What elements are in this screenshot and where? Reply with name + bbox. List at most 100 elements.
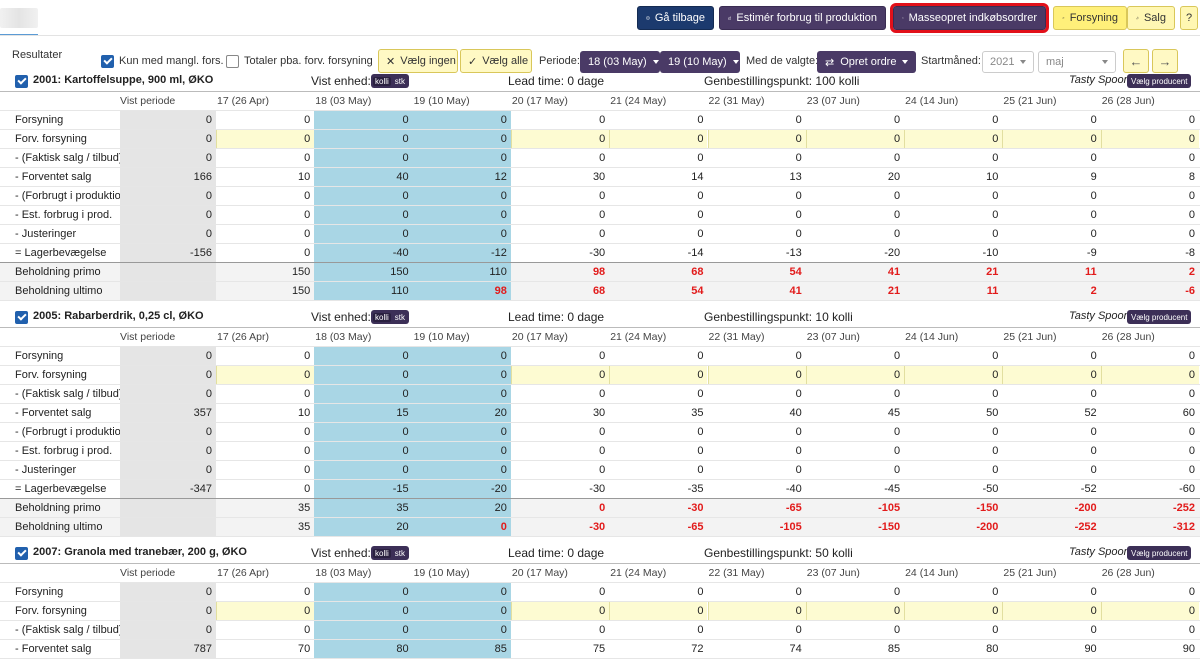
choose-producer-button[interactable]: Vælg producent (1127, 310, 1192, 324)
value-cell[interactable]: 0 (1100, 130, 1199, 148)
period-from-select[interactable]: 18 (03 May) (580, 51, 660, 73)
next-month-button[interactable]: → (1152, 49, 1178, 73)
value-cell: -65 (687, 521, 704, 533)
estimate-consumption-button[interactable]: Estimér forbrug til produktion (719, 6, 886, 30)
value-cell[interactable]: 0 (609, 602, 708, 620)
week-header: 18 (03 May) (315, 95, 372, 107)
value-cell[interactable]: 0 (1002, 130, 1101, 148)
unit-stk[interactable]: stk (394, 76, 406, 86)
unit-kolli[interactable]: kolli (373, 548, 391, 558)
value-cell[interactable]: 0 (805, 366, 905, 384)
hand-coin-icon (1136, 16, 1139, 20)
x-icon: ✕ (386, 55, 396, 68)
only-missing-filter[interactable]: Kun med mangl. fors. (101, 48, 224, 74)
value-cell[interactable]: 0 (412, 130, 511, 148)
back-button[interactable]: Gå tilbage (637, 6, 714, 30)
value-cell: 0 (412, 225, 511, 243)
value-cell: 0 (795, 228, 802, 240)
value-cell[interactable]: 0 (1100, 366, 1199, 384)
value-cell: -150 (976, 502, 999, 514)
value-cell[interactable]: 0 (1002, 366, 1101, 384)
mass-create-purchase-orders-button[interactable]: Masseopret indkøbsordrer (890, 3, 1049, 33)
value-cell[interactable]: 0 (904, 130, 1003, 148)
value-cell: 13 (789, 171, 802, 183)
mass-create-label: Masseopret indkøbsordrer (908, 12, 1037, 24)
unit-stk[interactable]: stk (394, 548, 406, 558)
value-cell[interactable]: 0 (1002, 602, 1101, 620)
value-cell: -105 (779, 521, 802, 533)
unit-stk[interactable]: stk (394, 312, 406, 322)
value-cell: 0 (412, 442, 511, 460)
value-cell[interactable]: 0 (904, 366, 1003, 384)
value-cell: 0 (304, 586, 311, 598)
product-select-checkbox[interactable] (15, 547, 28, 560)
value-cell: 0 (304, 209, 311, 221)
unit-toggle[interactable]: kolli stk (371, 74, 410, 88)
value-cell[interactable]: 0 (609, 130, 708, 148)
prev-month-button[interactable]: ← (1123, 49, 1149, 73)
value-cell: 70 (298, 643, 311, 655)
search-field-blurred[interactable] (0, 8, 38, 35)
start-year-select[interactable]: 2021 (982, 51, 1034, 73)
totals-filter[interactable]: Totaler pba. forv. forsyning (226, 48, 373, 74)
value-cell[interactable]: 0 (314, 130, 413, 148)
value-cell: 0 (697, 209, 704, 221)
value-cell: 0 (304, 426, 311, 438)
create-order-dropdown[interactable]: ⇄ Opret ordre (817, 51, 916, 73)
supply-toggle-button[interactable]: Forsyning (1053, 6, 1127, 30)
table-row: - Forventet salg 357 10 15 20 30 35 40 45 50 52 60 (0, 404, 1200, 423)
value-cell[interactable]: 0 (707, 130, 806, 148)
period-to-select[interactable]: 19 (10 May) (660, 51, 740, 73)
value-cell: 0 (599, 388, 606, 400)
value-cell: 0 (1090, 209, 1097, 221)
value-cell: 0 (795, 388, 802, 400)
value-cell[interactable]: 0 (1100, 602, 1199, 620)
value-cell[interactable]: 0 (510, 602, 610, 620)
value-cell: 0 (697, 445, 704, 457)
value-cell: 150 (314, 263, 413, 281)
value-cell[interactable]: 0 (216, 130, 315, 148)
start-month-select[interactable]: maj (1038, 51, 1116, 73)
value-cell[interactable]: 0 (412, 602, 511, 620)
value-cell[interactable]: 0 (314, 602, 413, 620)
value-cell[interactable]: 0 (314, 366, 413, 384)
only-missing-checkbox[interactable] (101, 54, 114, 68)
producer-name: Tasty Spoon (1069, 310, 1130, 322)
table-row: - Forventet salg 166 10 40 12 30 14 13 20 10 9 8 (0, 168, 1200, 187)
value-cell[interactable]: 0 (707, 366, 806, 384)
unit-toggle[interactable]: kolli stk (371, 546, 410, 560)
unit-toggle[interactable]: kolli stk (371, 310, 410, 324)
sales-toggle-button[interactable]: Salg (1127, 6, 1175, 30)
unit-kolli[interactable]: kolli (373, 312, 391, 322)
value-cell: 0 (1090, 114, 1097, 126)
week-header: 21 (24 May) (610, 567, 667, 579)
row-label: Forv. forsyning (15, 133, 87, 145)
value-cell[interactable]: 0 (904, 602, 1003, 620)
value-cell[interactable]: 0 (707, 602, 806, 620)
product-name: 2001: Kartoffelsuppe, 900 ml, ØKO (33, 74, 214, 86)
value-cell[interactable]: 0 (805, 602, 905, 620)
help-button[interactable]: ? (1180, 6, 1198, 30)
select-all-button[interactable]: ✓ Vælg alle (460, 49, 532, 73)
value-cell[interactable]: 0 (609, 366, 708, 384)
value-cell[interactable]: 0 (412, 366, 511, 384)
value-cell[interactable]: 0 (216, 366, 315, 384)
value-cell[interactable]: 0 (216, 602, 315, 620)
table-row: = Lagerbevægelse -347 0 -15 -20 -30 -35 -40 -45 -… (0, 480, 1200, 499)
value-cell: -312 (1172, 521, 1195, 533)
product-select-checkbox[interactable] (15, 75, 28, 88)
value-cell[interactable]: 0 (510, 130, 610, 148)
value-cell[interactable]: 0 (805, 130, 905, 148)
choose-producer-button[interactable]: Vælg producent (1127, 74, 1192, 88)
choose-producer-button[interactable]: Vælg producent (1127, 546, 1192, 560)
value-cell: 110 (314, 282, 413, 300)
value-cell: 0 (893, 586, 901, 598)
value-cell[interactable]: 0 (510, 366, 610, 384)
value-cell: 0 (697, 350, 704, 362)
table-row: - (Forbrugt i produktion) 0 0 0 0 0 0 0 0 0 0 0 (0, 187, 1200, 206)
value-cell: -150 (878, 521, 901, 533)
unit-kolli[interactable]: kolli (373, 76, 391, 86)
select-none-button[interactable]: ✕ Vælg ingen (378, 49, 458, 73)
totals-checkbox[interactable] (226, 54, 239, 68)
product-select-checkbox[interactable] (15, 311, 28, 324)
